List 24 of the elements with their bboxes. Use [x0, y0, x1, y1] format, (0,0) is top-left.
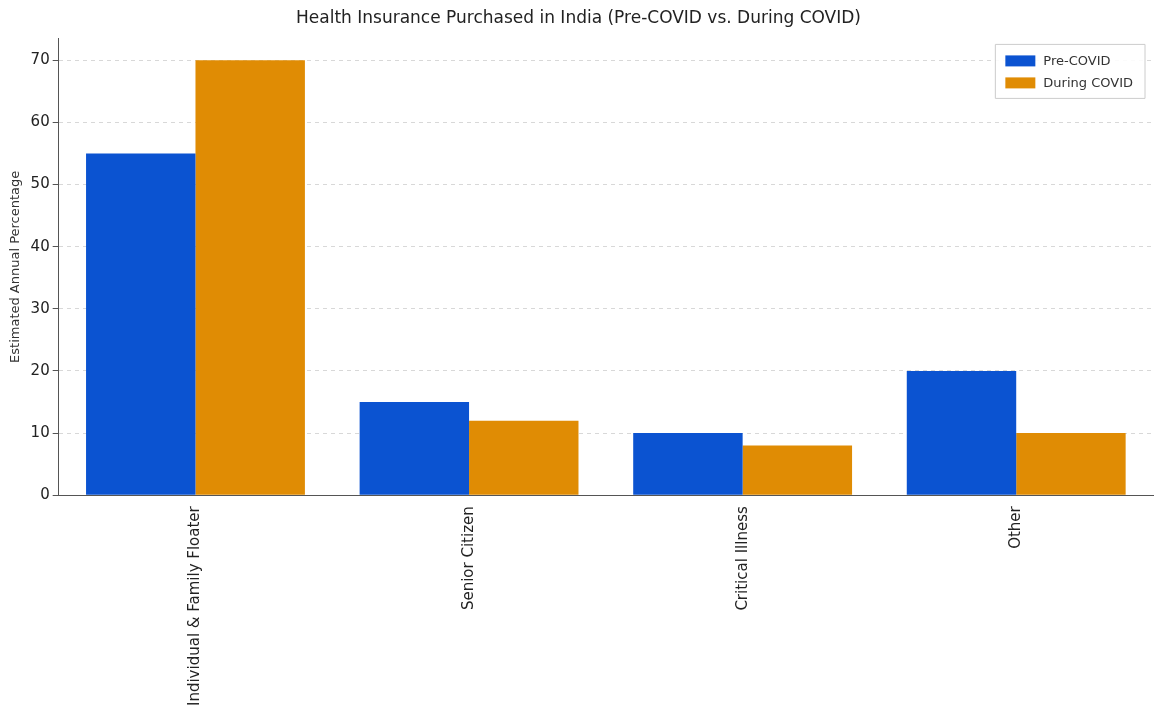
chart-title: Health Insurance Purchased in India (Pre-COVID vs. During COVID): [296, 6, 861, 27]
y-tick-label: 30: [30, 298, 50, 317]
bar: [469, 420, 579, 495]
bar: [1016, 433, 1126, 495]
bar: [906, 370, 1017, 495]
x-tick-label: Senior Citizen: [458, 506, 477, 611]
y-tick-label: 20: [30, 360, 50, 379]
x-tick-label: Individual & Family Floater: [185, 505, 204, 706]
bar: [742, 445, 853, 495]
y-axis-title: Estimated Annual Percentage: [7, 170, 23, 363]
y-tick-label: 50: [30, 174, 50, 193]
y-tick-label: 10: [30, 422, 50, 441]
y-tick-label: 70: [30, 50, 50, 69]
y-tick-label: 0: [40, 485, 50, 504]
bar: [359, 402, 470, 495]
x-tick-label: Other: [1006, 505, 1025, 549]
y-tick-label: 60: [30, 112, 50, 131]
legend-label: During COVID: [1043, 74, 1134, 90]
bar: [86, 153, 196, 495]
y-tick-label: 40: [30, 236, 50, 255]
legend-label: Pre-COVID: [1043, 52, 1111, 68]
bar: [195, 60, 305, 495]
bar: [633, 433, 743, 495]
x-tick-label: Critical Illness: [732, 506, 751, 611]
